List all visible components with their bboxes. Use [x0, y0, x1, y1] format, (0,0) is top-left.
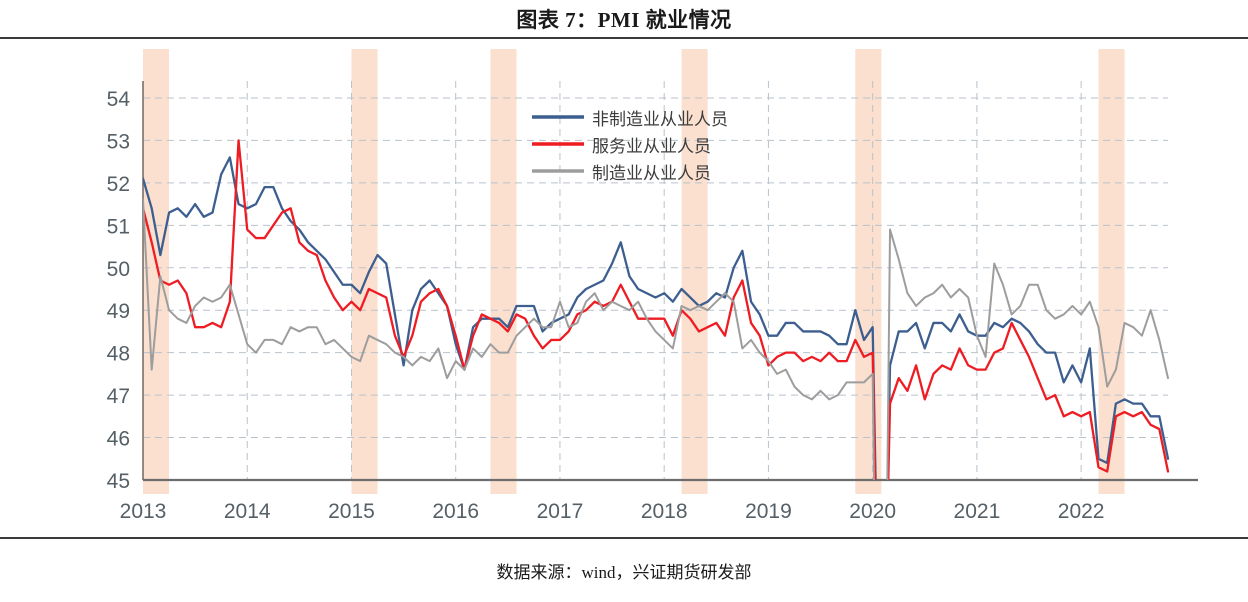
gridlines-layer [142, 81, 1168, 481]
x-tick-label: 2015 [328, 500, 375, 523]
y-tick-label: 54 [107, 88, 131, 111]
y-tick-label: 47 [107, 385, 130, 408]
recession-band [351, 49, 378, 494]
divider-top [0, 37, 1248, 39]
x-tick-label: 2016 [432, 500, 479, 523]
plot-region: 45 46 47 48 49 50 51 52 53 54 2013 2014 2015 2016 201… [0, 39, 1248, 537]
series-line [143, 198, 1169, 480]
shaded-bands-layer [143, 49, 1125, 494]
y-axis-tick-labels: 45 46 47 48 49 50 51 52 53 54 [107, 88, 131, 493]
source-note: 数据来源：wind，兴证期货研发部 [496, 563, 752, 582]
series-layer [143, 139, 1170, 480]
y-tick-label: 49 [107, 300, 130, 323]
y-tick-label: 51 [107, 215, 130, 238]
y-tick-label: 46 [107, 428, 130, 451]
recession-band [1098, 49, 1125, 494]
y-tick-label: 48 [107, 343, 130, 366]
legend-label: 非制造业从业人员 [592, 110, 728, 129]
recession-band [681, 49, 708, 494]
x-tick-label: 2020 [849, 500, 896, 523]
series-line [143, 139, 1170, 480]
y-tick-label: 53 [107, 130, 130, 153]
x-tick-label: 2017 [537, 500, 584, 523]
page-title: 图表 7：PMI 就业情况 [516, 7, 732, 32]
series-line [143, 156, 1170, 480]
x-tick-label: 2013 [120, 500, 167, 523]
recession-band [490, 49, 517, 494]
title-bar: 图表 7：PMI 就业情况 [0, 0, 1248, 37]
recession-band [855, 49, 882, 494]
x-tick-label: 2014 [224, 500, 271, 523]
divider-bottom [0, 537, 1248, 539]
y-tick-label: 50 [107, 258, 130, 281]
x-axis-tick-labels: 2013 2014 2015 2016 2017 2018 2019 2020 2021 2022 [120, 500, 1105, 523]
x-tick-label: 2018 [641, 500, 688, 523]
legend-label: 制造业从业人员 [592, 164, 711, 183]
x-tick-label: 2022 [1058, 500, 1105, 523]
legend-label: 服务业从业人员 [592, 137, 711, 156]
y-tick-label: 45 [107, 470, 130, 493]
x-tick-label: 2019 [745, 500, 792, 523]
y-tick-label: 52 [107, 173, 130, 196]
x-tick-label: 2021 [954, 500, 1001, 523]
footer-bar: 数据来源：wind，兴证期货研发部 [0, 539, 1248, 602]
axes-layer [142, 81, 1198, 482]
